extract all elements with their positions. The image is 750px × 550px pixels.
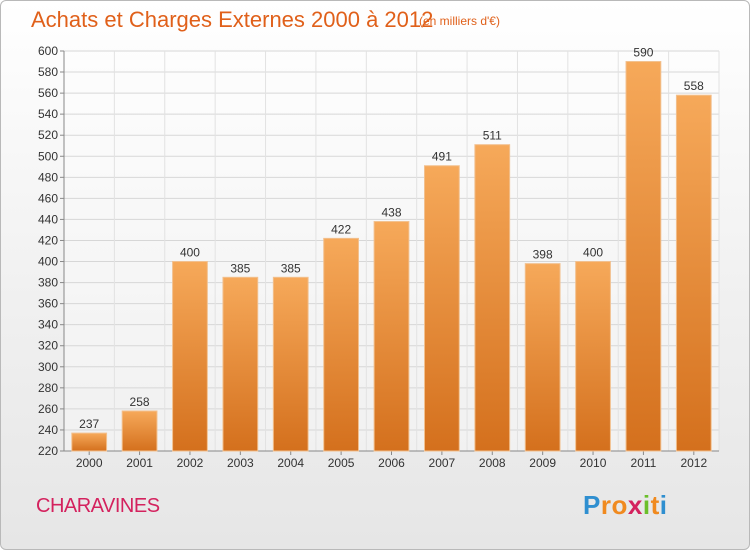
- data-labels: 237 258 400 385 385 422 438 491 511 398 400 590 558: [79, 46, 704, 432]
- x-tick-label: 2006: [378, 456, 405, 470]
- x-tick-label: 2002: [177, 456, 204, 470]
- y-tick-label: 240: [38, 423, 58, 437]
- bar-2002: [172, 261, 208, 452]
- y-tick-label: 580: [38, 65, 58, 79]
- data-label-2011: 590: [633, 46, 653, 60]
- logo-letter: i: [659, 490, 668, 520]
- y-tick-label: 460: [38, 191, 58, 205]
- chart-subtitle: (en milliers d'€): [419, 14, 500, 28]
- data-label-2000: 237: [79, 417, 99, 431]
- y-tick-label: 560: [38, 86, 58, 100]
- y-tick-label: 440: [38, 212, 58, 226]
- data-label-2004: 385: [281, 261, 301, 275]
- x-tick-label: 2001: [126, 456, 153, 470]
- y-tick-label: 260: [38, 402, 58, 416]
- y-tick-label: 600: [38, 44, 58, 58]
- data-label-2006: 438: [381, 206, 401, 220]
- data-label-2012: 558: [684, 79, 704, 93]
- bar-2003: [222, 276, 259, 452]
- x-tick-label: 2011: [631, 456, 657, 470]
- logo-letter: t: [650, 490, 660, 520]
- x-tick-label: 2012: [680, 456, 707, 470]
- bar-2012: [675, 94, 712, 452]
- y-tick-label: 360: [38, 297, 58, 311]
- x-tick-label: 2009: [529, 456, 556, 470]
- y-tick-label: 400: [38, 255, 58, 269]
- logo-letter: x: [627, 490, 643, 520]
- y-tick-label: 540: [38, 107, 58, 121]
- y-tick-label: 420: [38, 233, 58, 247]
- chart-title: Achats et Charges Externes 2000 à 2012: [31, 7, 434, 32]
- data-label-2003: 385: [230, 261, 250, 275]
- bar-2004: [272, 276, 309, 452]
- x-tick-label: 2005: [328, 456, 355, 470]
- bar-2009: [524, 263, 561, 452]
- data-label-2002: 400: [180, 246, 200, 260]
- y-tick-label: 380: [38, 276, 58, 290]
- y-tick-label: 320: [38, 339, 58, 353]
- bar-2010: [575, 261, 611, 452]
- x-tick-label: 2007: [429, 456, 456, 470]
- y-tick-label: 520: [38, 128, 58, 142]
- y-tick-label: 480: [38, 170, 58, 184]
- commune-name: CHARAVINES: [36, 495, 160, 517]
- y-tick-label: 280: [38, 381, 58, 395]
- bar-2001: [121, 410, 158, 452]
- logo-letter: P: [583, 490, 601, 520]
- x-tick-label: 2000: [76, 456, 103, 470]
- data-label-2008: 511: [483, 129, 502, 143]
- x-tick-label: 2010: [580, 456, 607, 470]
- x-tick-label: 2008: [479, 456, 506, 470]
- y-tick-label: 500: [38, 149, 58, 163]
- logo-letter: r: [600, 490, 612, 520]
- bar-2000: [71, 432, 108, 452]
- bar-2007: [424, 165, 460, 452]
- x-tick-label: 2003: [227, 456, 254, 470]
- bar-2011: [625, 61, 662, 452]
- data-label-2005: 422: [331, 222, 351, 236]
- data-label-2010: 400: [583, 246, 603, 260]
- y-tick-label: 340: [38, 318, 58, 332]
- bars: [71, 61, 712, 452]
- logo-letter: i: [642, 490, 651, 520]
- logo-letter: o: [611, 490, 628, 520]
- bar-2008: [474, 144, 511, 452]
- data-label-2009: 398: [533, 248, 553, 262]
- bar-2005: [323, 237, 359, 452]
- x-tick-label: 2004: [277, 456, 304, 470]
- data-label-2001: 258: [130, 395, 150, 409]
- y-tick-label: 300: [38, 360, 58, 374]
- proxiti-logo: Proxiti: [583, 490, 667, 521]
- data-label-2007: 491: [432, 150, 452, 164]
- bar-2006: [373, 221, 410, 452]
- y-tick-label: 220: [38, 444, 58, 458]
